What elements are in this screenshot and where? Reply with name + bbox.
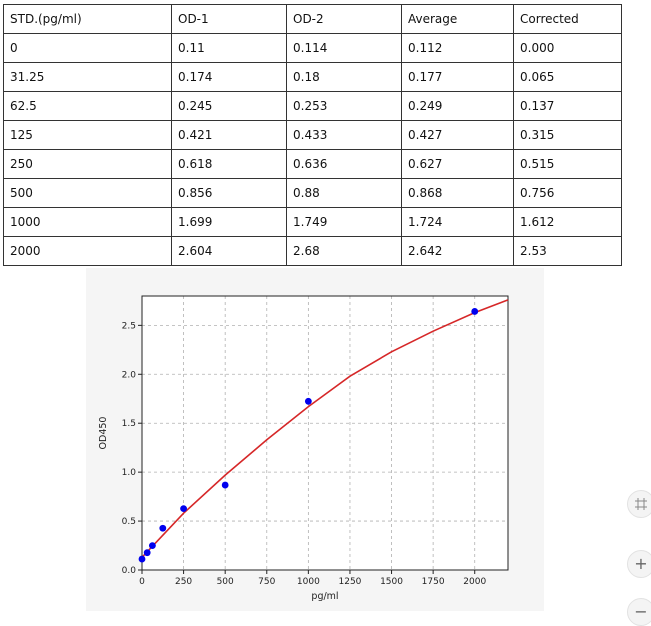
y-tick-label: 1.0 <box>122 468 137 478</box>
table-cell: 0.249 <box>401 91 514 121</box>
table-cell: 0.515 <box>513 149 622 179</box>
table-cell: 1.699 <box>171 207 287 237</box>
data-point <box>148 542 156 550</box>
table-cell: 0.245 <box>171 91 287 121</box>
table-cell: 2.68 <box>286 236 402 266</box>
table-row: 500 0.856 0.88 0.868 0.756 <box>3 178 622 208</box>
y-tick-label: 2.0 <box>122 370 137 380</box>
table-cell: 0.253 <box>286 91 402 121</box>
table-row: 0 0.11 0.114 0.112 0.000 <box>3 33 622 63</box>
data-point <box>180 505 187 513</box>
x-tick-label: 750 <box>258 577 275 587</box>
table-cell: 1.724 <box>401 207 514 237</box>
standard-curve-plot: 0 250 500 750 1000 1250 1500 1750 2000 0.0 0.5 1.0 1… <box>86 268 544 611</box>
x-tick-label: 2000 <box>463 577 486 587</box>
x-tick-label: 1500 <box>380 577 403 587</box>
table-cell: 0.315 <box>513 120 622 150</box>
table-cell: 0.177 <box>401 62 514 92</box>
table-cell: 0.000 <box>513 33 622 63</box>
table-cell: 0.88 <box>286 178 402 208</box>
x-tick-label: 1750 <box>422 577 445 587</box>
x-tick-label: 500 <box>217 577 234 587</box>
table-cell: 0.112 <box>401 33 514 63</box>
table-cell: 0.756 <box>513 178 622 208</box>
table-cell: 2.642 <box>401 236 514 266</box>
table-header-row: STD.(pg/ml) OD-1 OD-2 Average Corrected <box>3 4 622 34</box>
data-point <box>221 481 229 489</box>
data-point <box>471 308 479 315</box>
table-row: 1000 1.699 1.749 1.724 1.612 <box>3 207 622 237</box>
y-tick-label: 1.5 <box>122 419 136 429</box>
table-cell: 0.174 <box>171 62 287 92</box>
table-cell: 0.618 <box>171 149 287 179</box>
table-cell: 62.5 <box>3 91 172 121</box>
y-tick-label: 0.5 <box>122 517 136 527</box>
column-header: OD-2 <box>286 4 402 34</box>
x-tick-label: 250 <box>175 577 192 587</box>
column-header: STD.(pg/ml) <box>3 4 172 34</box>
data-point <box>159 524 167 532</box>
x-axis-label: pg/ml <box>311 591 338 602</box>
table-cell: 0 <box>3 33 172 63</box>
table-cell: 2000 <box>3 236 172 266</box>
x-tick-label: 1000 <box>297 577 320 587</box>
plot-frame <box>141 295 509 571</box>
table-cell: 0.427 <box>401 120 514 150</box>
x-tick-label: 0 <box>139 577 145 587</box>
table-cell: 0.636 <box>286 149 402 179</box>
table-cell: 0.065 <box>513 62 622 92</box>
table-cell: 1.749 <box>286 207 402 237</box>
plot-area <box>142 296 508 570</box>
column-header: Corrected <box>513 4 622 34</box>
grid-icon[interactable] <box>627 490 651 518</box>
table-cell: 0.868 <box>401 178 514 208</box>
plus-icon: + <box>634 554 648 573</box>
minus-icon: − <box>634 602 648 621</box>
table-cell: 0.856 <box>171 178 287 208</box>
data-point <box>304 397 312 405</box>
table-cell: 0.421 <box>171 120 287 150</box>
table-cell: 2.604 <box>171 236 287 266</box>
column-header: OD-1 <box>171 4 287 34</box>
table-cell: 0.114 <box>286 33 402 63</box>
table-row: 62.5 0.245 0.253 0.249 0.137 <box>3 91 622 121</box>
table-cell: 250 <box>3 149 172 179</box>
table-cell: 0.18 <box>286 62 402 92</box>
table-cell: 0.433 <box>286 120 402 150</box>
column-header: Average <box>401 4 514 34</box>
y-axis-label: OD450 <box>98 417 109 450</box>
chart-svg: 0 250 500 750 1000 1250 1500 1750 2000 0.0 0.5 1.0 1… <box>98 295 509 602</box>
fit-curve <box>141 299 509 558</box>
y-tick-label: 0.0 <box>122 566 137 576</box>
standard-table: STD.(pg/ml) OD-1 OD-2 Average Corrected 0 0.11… <box>3 4 622 266</box>
table-row: 31.25 0.174 0.18 0.177 0.065 <box>3 62 622 92</box>
data-point <box>143 549 151 557</box>
data-point <box>138 555 146 563</box>
table-cell: 1000 <box>3 207 172 237</box>
zoom-out-button[interactable]: − <box>627 598 651 626</box>
y-tick-label: 2.5 <box>122 321 136 331</box>
table-cell: 1.612 <box>513 207 622 237</box>
table-cell: 0.137 <box>513 91 622 121</box>
table-row: 2000 2.604 2.68 2.642 2.53 <box>3 236 622 266</box>
table-row: 250 0.618 0.636 0.627 0.515 <box>3 149 622 179</box>
table-cell: 2.53 <box>513 236 622 266</box>
zoom-in-button[interactable]: + <box>627 550 651 578</box>
table-cell: 31.25 <box>3 62 172 92</box>
table-cell: 500 <box>3 178 172 208</box>
table-cell: 0.627 <box>401 149 514 179</box>
table-cell: 0.11 <box>171 33 287 63</box>
table-row: 125 0.421 0.433 0.427 0.315 <box>3 120 622 150</box>
table-cell: 125 <box>3 120 172 150</box>
x-tick-label: 1250 <box>339 577 362 587</box>
